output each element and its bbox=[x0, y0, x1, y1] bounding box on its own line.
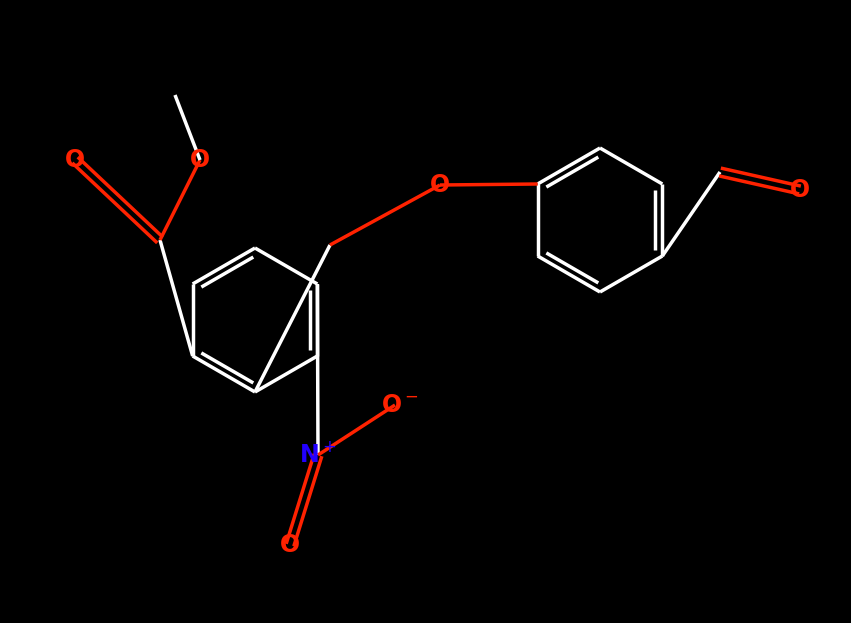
Text: O$^-$: O$^-$ bbox=[381, 393, 419, 417]
Text: N$^+$: N$^+$ bbox=[300, 442, 337, 467]
Text: O: O bbox=[190, 148, 210, 172]
Text: O: O bbox=[430, 173, 450, 197]
Text: O: O bbox=[790, 178, 810, 202]
Text: O: O bbox=[65, 148, 85, 172]
Text: O: O bbox=[280, 533, 300, 557]
